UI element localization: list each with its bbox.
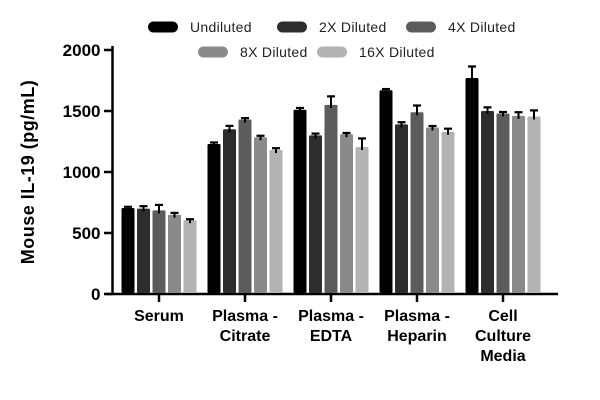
x-category-label-plasma-heparin: Plasma - Heparin (384, 308, 450, 345)
error-bar (444, 127, 452, 135)
bar-2x-diluted-plasma-citrate (223, 129, 236, 293)
error-bar (483, 106, 492, 114)
x-category-label-serum: Serum (134, 308, 184, 325)
bar-4x-diluted-plasma-edta (324, 104, 338, 294)
error-bar (468, 65, 476, 82)
legend-swatch-icon (198, 46, 228, 58)
x-category-label-plasma-citrate: Plasma - Citrate (212, 308, 278, 345)
error-bar (296, 106, 304, 113)
bar-16x-diluted-plasma-citrate (269, 150, 283, 293)
legend-swatch-icon (148, 21, 178, 33)
bar-undiluted-serum (121, 207, 135, 293)
bar-16x-diluted-cell-culture-media (527, 116, 541, 294)
legend-item-16x-diluted: 16X Diluted (317, 44, 435, 60)
x-category-label-line: Plasma - (384, 308, 450, 325)
bar-2x-diluted-cell-culture-media (481, 111, 494, 293)
bar-16x-diluted-serum (183, 220, 197, 293)
bar-16x-diluted-plasma-heparin (441, 131, 455, 293)
x-category-label-line: Heparin (387, 328, 447, 345)
legend-label: Undiluted (190, 19, 252, 35)
legend-label: 4X Diluted (448, 19, 516, 35)
bar-2x-diluted-plasma-edta (309, 135, 322, 293)
x-category-label-line: Plasma - (298, 308, 364, 325)
legend-swatch-icon (406, 21, 436, 33)
error-bar (272, 147, 280, 154)
bar-8x-diluted-plasma-citrate (254, 137, 267, 293)
bar-16x-diluted-plasma-edta (355, 146, 369, 293)
error-bar (530, 109, 538, 120)
error-bar (382, 87, 390, 94)
bar-8x-diluted-serum (168, 214, 181, 293)
bar-undiluted-plasma-edta (293, 109, 307, 293)
bar-undiluted-plasma-heparin (379, 90, 393, 293)
error-bar (342, 131, 351, 138)
x-category-label-plasma-edta: Plasma - EDTA (298, 308, 364, 345)
error-bar (358, 137, 366, 150)
bar-group-serum (121, 203, 197, 293)
y-tick-label: 1500 (63, 102, 101, 121)
legend-item-8x-diluted: 8X Diluted (198, 44, 308, 60)
bar-group-plasma-heparin (379, 87, 455, 293)
x-category-label-line: Culture (475, 328, 531, 345)
legend-label: 16X Diluted (359, 44, 435, 60)
bar-group-plasma-citrate (207, 116, 283, 293)
bar-4x-diluted-plasma-heparin (410, 112, 424, 293)
x-category-label-cell-culture-media: Cell Culture Media (475, 308, 531, 365)
bar-4x-diluted-plasma-citrate (238, 119, 252, 293)
y-axis-title: Mouse IL-19 (pg/mL) (18, 80, 38, 265)
error-bar (155, 203, 163, 214)
bar-4x-diluted-serum (152, 210, 166, 293)
legend-item-undiluted: Undiluted (148, 19, 252, 35)
error-bar (124, 205, 132, 211)
bar-2x-diluted-plasma-heparin (395, 124, 408, 293)
y-axis: 0 500 1000 1500 2000 (63, 41, 114, 304)
error-bar (514, 111, 523, 119)
y-tick-label: 0 (91, 285, 100, 304)
error-bar (413, 104, 421, 116)
error-bar (327, 95, 335, 108)
x-category-label-line: Serum (134, 308, 184, 325)
error-bar (311, 132, 320, 139)
legend-swatch-icon (317, 46, 347, 58)
error-bar (397, 121, 406, 128)
error-bar (241, 116, 249, 123)
x-category-label-line: Citrate (220, 328, 271, 345)
legend-label: 8X Diluted (240, 44, 308, 60)
bar-undiluted-cell-culture-media (465, 78, 479, 293)
bar-4x-diluted-cell-culture-media (496, 113, 510, 293)
legend-item-2x-diluted: 2X Diluted (277, 19, 387, 35)
x-category-label-line: Media (480, 348, 525, 365)
error-bar (428, 124, 437, 131)
bar-group-cell-culture-media (465, 65, 541, 294)
error-bar (139, 205, 148, 212)
legend: Undiluted 2X Diluted 4X Diluted 8X Diluted 1… (148, 19, 516, 60)
bar-undiluted-plasma-citrate (207, 143, 221, 293)
legend-item-4x-diluted: 4X Diluted (406, 19, 516, 35)
y-tick-label: 2000 (63, 41, 101, 60)
error-bar (499, 110, 507, 117)
legend-label: 2X Diluted (319, 19, 387, 35)
error-bar (170, 211, 179, 218)
bar-8x-diluted-plasma-heparin (426, 127, 439, 293)
bar-2x-diluted-serum (137, 208, 150, 293)
bar-8x-diluted-plasma-edta (340, 134, 353, 293)
error-bar (225, 124, 234, 133)
error-bar (210, 141, 218, 147)
error-bar (186, 218, 194, 224)
x-category-label-line: EDTA (310, 328, 353, 345)
x-category-label-line: Plasma - (212, 308, 278, 325)
x-category-label-line: Cell (488, 308, 517, 325)
y-tick-label: 500 (72, 224, 100, 243)
y-tick-label: 1000 (63, 163, 101, 182)
bar-groups (121, 65, 541, 294)
bar-8x-diluted-cell-culture-media (512, 115, 525, 293)
error-bar (256, 134, 265, 141)
legend-swatch-icon (277, 21, 307, 33)
bar-group-plasma-edta (293, 95, 369, 294)
